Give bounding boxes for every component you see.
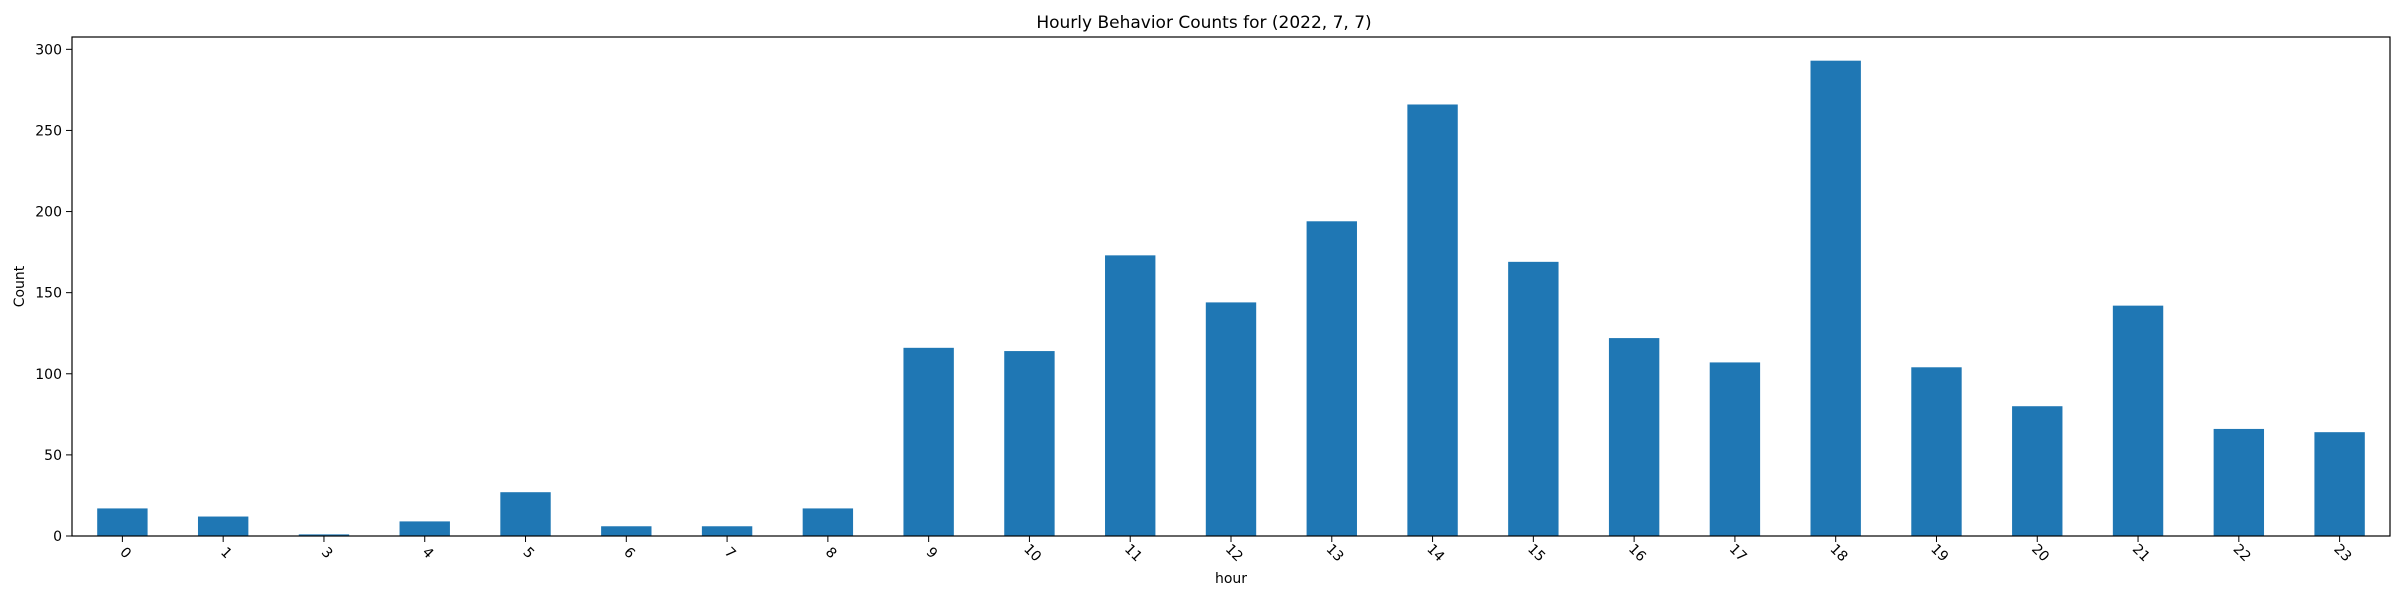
- x-tick-label: 19: [1927, 541, 1951, 565]
- y-tick-label: 300: [35, 42, 62, 58]
- x-tick-label: 7: [721, 544, 739, 562]
- y-tick-label: 200: [35, 205, 62, 221]
- x-tick-label: 6: [620, 544, 638, 562]
- x-tick-label: 11: [1121, 541, 1145, 565]
- bar-hour-4: [399, 521, 450, 536]
- x-tick-label: 23: [2330, 541, 2354, 565]
- x-axis-label: hour: [1215, 571, 1247, 587]
- x-tick-label: 14: [1423, 541, 1447, 565]
- bar-hour-0: [97, 508, 148, 536]
- bar-hour-6: [601, 526, 652, 536]
- x-tick-label: 5: [520, 544, 538, 562]
- x-tick-label: 10: [1020, 541, 1044, 565]
- bar-hour-23: [2314, 432, 2365, 536]
- bar-hour-15: [1508, 261, 1559, 536]
- y-tick-label: 150: [35, 286, 62, 302]
- x-tick-label: 15: [1524, 541, 1548, 565]
- bar-hour-19: [1911, 367, 1962, 536]
- y-tick-label: 0: [53, 529, 62, 545]
- x-tick-label: 17: [1726, 541, 1750, 565]
- y-tick-label: 50: [44, 448, 62, 464]
- x-tick-label: 21: [2129, 541, 2153, 565]
- bar-hour-11: [1105, 255, 1156, 536]
- y-tick-label: 250: [35, 123, 62, 139]
- bar-hour-9: [903, 347, 954, 536]
- chart-title: Hourly Behavior Counts for (2022, 7, 7): [1036, 13, 1371, 33]
- x-tick-label: 12: [1222, 541, 1246, 565]
- bar-hour-18: [1810, 60, 1861, 536]
- x-tick-label: 13: [1323, 541, 1347, 565]
- x-tick-label: 16: [1625, 541, 1649, 565]
- bar-hour-17: [1709, 362, 1761, 536]
- x-tick-label: 3: [318, 544, 336, 562]
- bar-hour-12: [1205, 302, 1257, 536]
- x-tick-label: 1: [217, 544, 235, 562]
- bar-hour-7: [701, 526, 753, 536]
- ticks-group: 0 1 3 4 5 6 7 8 9 10 11 12 13 14 15 16 17 18 19 20 21 22 23050…: [35, 42, 2354, 565]
- x-tick-label: 8: [822, 544, 840, 562]
- y-tick-label: 100: [35, 367, 62, 383]
- x-tick-label: 18: [1827, 541, 1851, 565]
- x-tick-label: 0: [116, 544, 134, 562]
- plot-frame: [71, 36, 2391, 537]
- bar-hour-16: [1608, 338, 1660, 536]
- bar-hour-5: [500, 492, 551, 536]
- bars-group: [97, 60, 2365, 537]
- x-tick-label: 20: [2028, 541, 2052, 565]
- bar-hour-13: [1306, 221, 1357, 537]
- bar-hour-1: [197, 516, 249, 536]
- bar-hour-22: [2213, 428, 2265, 536]
- bar-hour-21: [2112, 305, 2164, 536]
- y-axis-label: Count: [12, 265, 28, 307]
- x-tick-label: 22: [2230, 541, 2254, 565]
- bar-hour-14: [1407, 104, 1458, 536]
- bar-hour-20: [2012, 406, 2063, 536]
- bar-hour-3: [298, 534, 350, 536]
- x-tick-label: 9: [923, 544, 941, 562]
- x-tick-label: 4: [419, 544, 437, 562]
- bar-hour-8: [802, 508, 854, 536]
- bar-hour-10: [1004, 351, 1055, 536]
